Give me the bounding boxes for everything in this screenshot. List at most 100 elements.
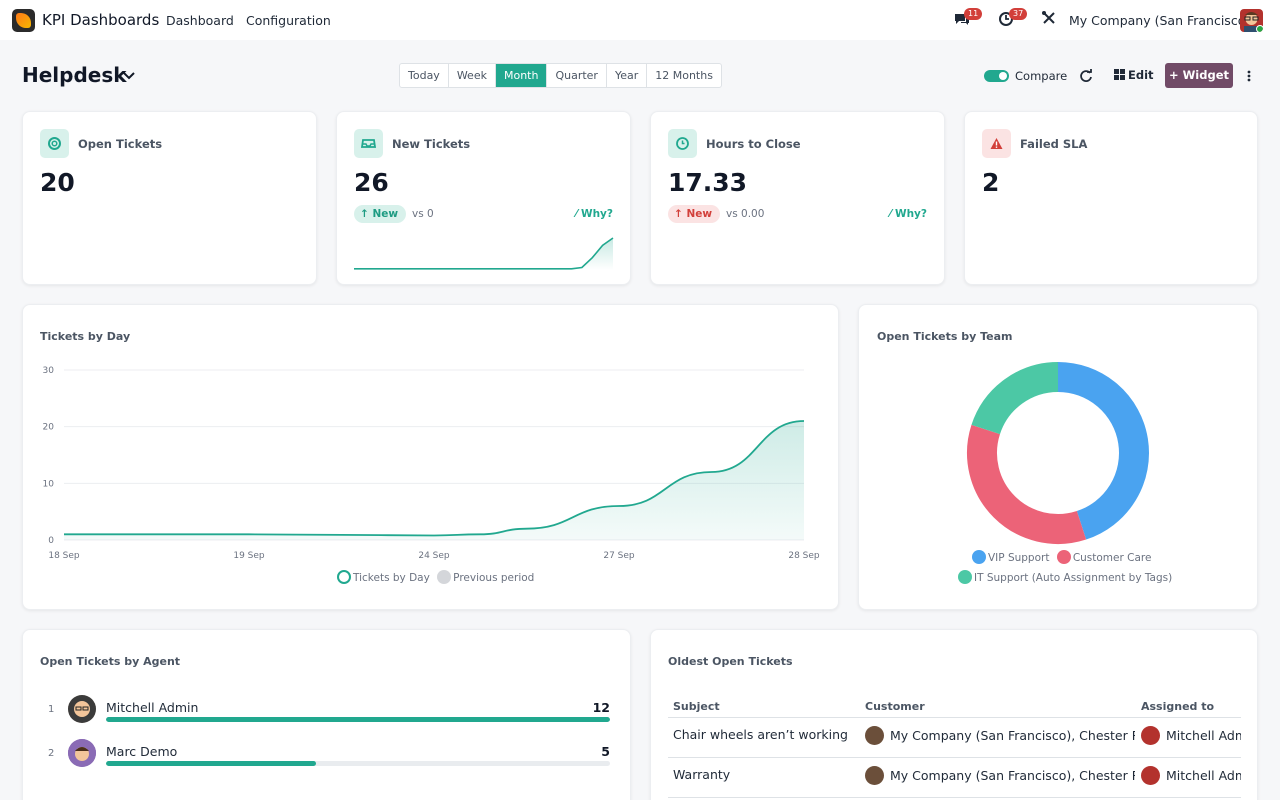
more-options-icon[interactable] [1247, 68, 1251, 82]
y-tick-label: 20 [43, 423, 55, 433]
ticket-subject: Chair wheels aren’t working [673, 727, 848, 742]
column-header-assigned[interactable]: Assigned to [1141, 700, 1215, 713]
series-line [63, 420, 805, 537]
page-title[interactable]: Helpdesk [22, 63, 127, 87]
agent-row[interactable]: 2 Marc Demo 5 [40, 739, 610, 779]
app-name[interactable]: KPI Dashboards [42, 11, 160, 29]
lifebuoy-icon [40, 129, 69, 158]
agent-progress-fill [106, 717, 610, 722]
agent-name: Mitchell Admin [106, 700, 199, 715]
legend-label: VIP Support [988, 552, 1050, 564]
period-year[interactable]: Year [607, 64, 648, 87]
sparkline-line [354, 237, 614, 270]
period-week[interactable]: Week [449, 64, 496, 87]
compare-toggle[interactable] [984, 70, 1009, 82]
ticket-subject: Warranty [673, 767, 731, 782]
customer-name: My Company (San Francisco), Chester Reed [890, 768, 1135, 783]
kpi-new-tickets[interactable]: New Tickets 26 ↑ New vs 0 ⁄ Why? [336, 111, 631, 285]
activities-badge: 37 [1009, 8, 1028, 20]
legend-item[interactable]: Tickets by Day [337, 570, 430, 584]
kpi-comparison: vs 0.00 [726, 208, 765, 220]
tools-icon[interactable] [1041, 10, 1061, 30]
period-today[interactable]: Today [400, 64, 449, 87]
user-avatar[interactable] [1240, 9, 1263, 32]
edit-button[interactable]: Edit [1114, 68, 1154, 82]
open-by-team-chart[interactable] [859, 305, 1259, 611]
activities-icon[interactable]: 37 [998, 8, 1028, 30]
legend-item[interactable]: IT Support (Auto Assignment by Tags) [958, 570, 1172, 584]
legend-swatch [437, 570, 452, 584]
app-logo[interactable] [12, 9, 35, 32]
legend-swatch [337, 570, 351, 584]
agent-progress-bar [106, 761, 610, 766]
avatar [865, 766, 884, 785]
x-tick-label: 18 Sep [48, 551, 80, 561]
kpi-value: 17.33 [668, 168, 748, 197]
period-month[interactable]: Month [495, 64, 548, 87]
donut-slice [971, 362, 1059, 435]
legend-item[interactable]: Customer Care [1056, 550, 1152, 564]
chevron-down-icon[interactable] [122, 68, 136, 82]
pill-label: New [372, 208, 399, 220]
kpi-open-tickets[interactable]: Open Tickets 20 [22, 111, 317, 285]
chart-legend-row2: IT Support (Auto Assignment by Tags) [958, 570, 1176, 584]
agent-rank: 1 [48, 704, 55, 715]
column-header-subject[interactable]: Subject [673, 700, 720, 713]
agent-progress-bar [106, 717, 610, 722]
divider [668, 797, 1241, 798]
kpi-comparison: vs 0 [412, 208, 434, 220]
kpi-label: Open Tickets [78, 137, 163, 151]
period-12-months[interactable]: 12 Months [655, 69, 713, 82]
card-title: Oldest Open Tickets [668, 655, 793, 668]
why-link[interactable]: ⁄ Why? [576, 208, 613, 220]
legend-label: Previous period [453, 572, 535, 584]
legend-swatch [958, 570, 972, 584]
kpi-failed-sla[interactable]: Failed SLA 2 [964, 111, 1258, 285]
inbox-icon [354, 129, 383, 158]
agent-progress-fill [106, 761, 317, 766]
period-quarter[interactable]: Quarter [547, 64, 607, 87]
card-title: Open Tickets by Agent [40, 655, 181, 668]
legend-item[interactable]: Previous period [437, 570, 534, 584]
why-link[interactable]: ⁄ Why? [890, 208, 927, 220]
y-tick-label: 30 [43, 366, 55, 376]
company-switcher[interactable]: My Company (San Francisco) [1069, 13, 1251, 28]
x-tick-label: 24 Sep [418, 551, 450, 561]
area-fill [64, 421, 804, 540]
customer-name: My Company (San Francisco), Chester Reed [890, 728, 1135, 743]
agent-rank: 2 [48, 748, 55, 759]
legend-label: IT Support (Auto Assignment by Tags) [974, 572, 1173, 584]
ticket-assignee: Mitchell Admin [1141, 766, 1241, 785]
legend-label: Customer Care [1072, 552, 1152, 564]
why-label: Why? [581, 208, 613, 220]
menu-configuration[interactable]: Configuration [246, 13, 331, 28]
agent-count: 5 [601, 744, 610, 759]
refresh-icon[interactable] [1079, 68, 1093, 82]
avatar [68, 739, 96, 767]
open-by-team-card: Open Tickets by Team VIP Support Custome… [858, 304, 1258, 610]
avatar [865, 726, 884, 745]
y-tick-label: 0 [48, 536, 54, 546]
messages-icon[interactable]: 11 [953, 8, 983, 30]
why-label: Why? [895, 208, 927, 220]
ticket-customer: My Company (San Francisco), Chester Reed [865, 726, 1135, 745]
add-widget-button[interactable]: + Widget [1165, 63, 1233, 88]
avatar [1141, 766, 1160, 785]
top-navbar: KPI Dashboards Dashboard Configuration 1… [0, 0, 1280, 40]
legend-item[interactable]: VIP Support [972, 550, 1049, 564]
agent-row[interactable]: 1 Mitchell Admin 12 [40, 695, 610, 735]
menu-dashboard[interactable]: Dashboard [166, 13, 234, 28]
x-tick-label: 28 Sep [788, 551, 820, 561]
arrow-up-icon: ↑ [360, 208, 373, 220]
tickets-by-day-chart[interactable]: 0 10 20 30 18 Sep 19 Sep 24 Sep 27 Sep 28 Sep [23, 305, 840, 611]
legend-swatch [1056, 550, 1071, 564]
legend-swatch [972, 550, 986, 564]
divider [668, 757, 1241, 758]
card-title: Tickets by Day [40, 330, 131, 343]
column-header-customer[interactable]: Customer [865, 700, 925, 713]
magic-wand-icon: ⁄ [575, 208, 581, 220]
compare-label: Compare [1015, 69, 1068, 83]
kpi-hours-to-close[interactable]: Hours to Close 17.33 ↑ New vs 0.00 ⁄ Why… [650, 111, 945, 285]
card-title: Open Tickets by Team [877, 330, 1013, 343]
sparkline [354, 237, 614, 270]
